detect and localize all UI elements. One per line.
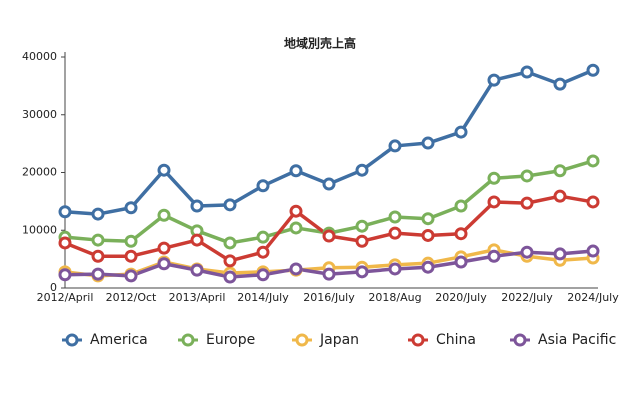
data-point xyxy=(124,201,138,215)
data-point xyxy=(91,233,105,247)
data-point xyxy=(355,234,369,248)
data-point xyxy=(355,219,369,233)
x-tick-label: 2020/July xyxy=(435,291,487,304)
data-point xyxy=(157,241,171,255)
data-point xyxy=(388,210,402,224)
x-tick-label: 2016/July xyxy=(303,291,355,304)
data-point xyxy=(256,179,270,193)
data-point xyxy=(157,257,171,271)
data-point xyxy=(58,236,72,250)
data-point xyxy=(190,263,204,277)
data-point xyxy=(223,198,237,212)
data-point xyxy=(553,164,567,178)
data-point xyxy=(91,207,105,221)
data-point xyxy=(256,245,270,259)
data-point xyxy=(157,163,171,177)
legend-marker xyxy=(513,333,527,347)
data-point xyxy=(256,268,270,282)
data-point xyxy=(91,267,105,281)
data-point xyxy=(454,199,468,213)
y-tick-label: 0 xyxy=(50,281,57,294)
series-line xyxy=(64,68,594,216)
data-point xyxy=(124,249,138,263)
data-point xyxy=(355,265,369,279)
data-point xyxy=(289,221,303,235)
x-tick-label: 2024/July xyxy=(567,291,619,304)
x-tick-label: 2022/July xyxy=(501,291,553,304)
data-point xyxy=(520,65,534,79)
data-point xyxy=(421,136,435,150)
data-point xyxy=(586,244,600,258)
x-tick-label: 2012/Oct xyxy=(106,291,157,304)
data-point xyxy=(388,226,402,240)
data-point xyxy=(289,164,303,178)
data-point xyxy=(487,171,501,185)
data-point xyxy=(487,195,501,209)
data-point xyxy=(355,163,369,177)
data-point xyxy=(223,270,237,284)
data-point xyxy=(586,63,600,77)
data-point xyxy=(190,199,204,213)
data-point xyxy=(520,245,534,259)
data-point xyxy=(520,169,534,183)
legend-marker xyxy=(295,333,309,347)
x-tick-label: 2014/July xyxy=(237,291,289,304)
data-point xyxy=(553,77,567,91)
data-point xyxy=(388,139,402,153)
data-point xyxy=(289,262,303,276)
data-point xyxy=(586,154,600,168)
legend-label: Europe xyxy=(206,332,255,348)
data-point xyxy=(553,189,567,203)
y-tick-label: 40000 xyxy=(22,50,57,63)
x-tick-label: 2012/April xyxy=(37,291,94,304)
legend-marker xyxy=(411,333,425,347)
data-point xyxy=(421,212,435,226)
y-tick-label: 10000 xyxy=(22,223,57,236)
data-point xyxy=(124,234,138,248)
data-point xyxy=(487,73,501,87)
data-point xyxy=(421,260,435,274)
y-tick-label: 30000 xyxy=(22,108,57,121)
data-point xyxy=(322,267,336,281)
x-tick-label: 2013/April xyxy=(169,291,226,304)
data-point xyxy=(388,262,402,276)
data-point xyxy=(58,268,72,282)
legend-marker xyxy=(181,333,195,347)
legend-marker xyxy=(65,333,79,347)
data-point xyxy=(586,195,600,209)
data-point xyxy=(157,208,171,222)
data-point xyxy=(322,177,336,191)
data-point xyxy=(289,204,303,218)
legend-label: China xyxy=(436,332,476,348)
legend-label: Asia Pacific xyxy=(538,332,616,348)
data-point xyxy=(124,269,138,283)
x-tick-label: 2018/Aug xyxy=(368,291,421,304)
legend-label: Japan xyxy=(319,332,359,348)
data-point xyxy=(487,249,501,263)
data-point xyxy=(322,229,336,243)
data-point xyxy=(58,205,72,219)
data-point xyxy=(421,228,435,242)
data-point xyxy=(520,196,534,210)
data-point xyxy=(223,236,237,250)
data-point xyxy=(190,233,204,247)
data-point xyxy=(454,255,468,269)
data-point xyxy=(256,230,270,244)
data-point xyxy=(454,125,468,139)
data-point xyxy=(91,249,105,263)
legend-label: America xyxy=(90,332,148,348)
chart-title: 地域別売上高 xyxy=(284,36,356,51)
data-point xyxy=(454,227,468,241)
data-point xyxy=(223,254,237,268)
data-point xyxy=(553,247,567,261)
y-tick-label: 20000 xyxy=(22,166,57,179)
